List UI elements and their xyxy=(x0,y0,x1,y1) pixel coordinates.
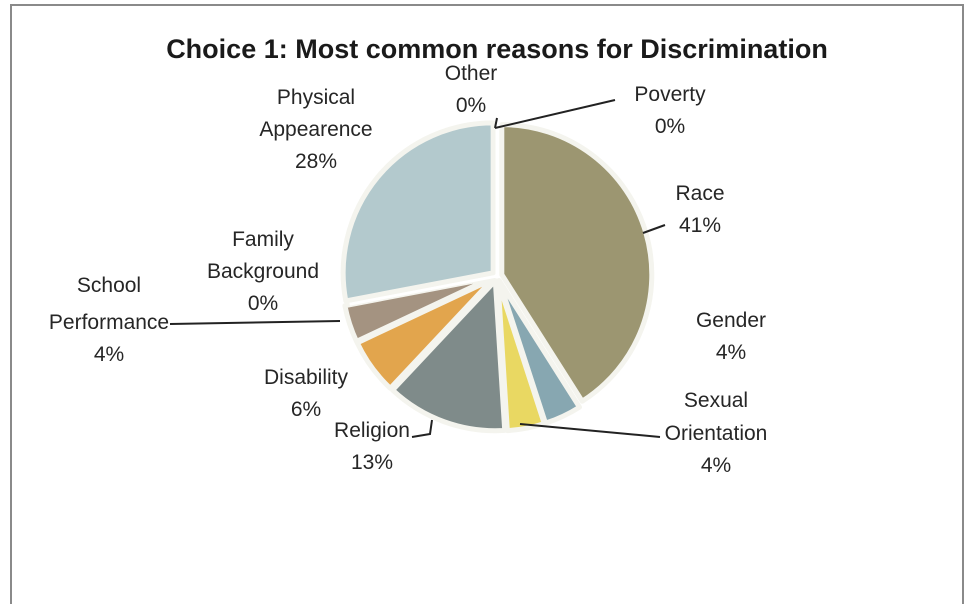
label-gender-value: 4% xyxy=(716,341,746,364)
pie-slice-religion xyxy=(390,278,508,434)
label-family-background-line1: Family xyxy=(232,228,294,251)
pie-slice-family-background xyxy=(349,274,498,306)
label-physical-appearence-value: 28% xyxy=(295,150,337,173)
label-religion-value: 13% xyxy=(351,451,393,474)
label-sexual-orientation-line2: Orientation xyxy=(665,422,768,445)
label-sexual-orientation-value: 4% xyxy=(701,454,731,477)
leader-school-performance xyxy=(169,320,341,325)
leader-religion xyxy=(411,419,433,438)
label-school-performance-line2: Performance xyxy=(49,311,169,334)
label-family-background-line2: Background xyxy=(207,260,319,283)
leader-sexual-orientation xyxy=(519,423,661,438)
label-other-name: Other xyxy=(445,62,498,85)
pie-slice-school-performance xyxy=(342,275,495,344)
label-disability-name: Disability xyxy=(264,366,349,389)
label-religion-name: Religion xyxy=(334,419,410,442)
label-physical-appearence-line2: Appearence xyxy=(259,118,372,141)
pie-slice-physical-appearence xyxy=(340,120,496,304)
label-poverty-name: Poverty xyxy=(634,83,706,106)
leader-race xyxy=(642,224,666,234)
label-poverty-value: 0% xyxy=(655,115,685,138)
label-school-performance-line1: School xyxy=(77,274,141,297)
label-race-value: 41% xyxy=(679,214,721,237)
leader-lines xyxy=(169,99,666,438)
label-gender-name: Gender xyxy=(696,309,766,332)
label-race-name: Race xyxy=(675,182,724,205)
leader-poverty xyxy=(494,99,616,129)
pie-slice-sexual-orientation xyxy=(495,278,547,434)
chart-frame xyxy=(10,4,964,604)
pie-chart: Choice 1: Most common reasons for Discri… xyxy=(49,34,828,477)
label-sexual-orientation-line1: Sexual xyxy=(684,389,748,412)
label-school-performance-value: 4% xyxy=(94,343,124,366)
label-disability-value: 6% xyxy=(291,398,321,421)
label-physical-appearence-line1: Physical xyxy=(277,86,355,109)
leader-other xyxy=(494,117,498,129)
label-family-background-value: 0% xyxy=(248,292,278,315)
chart-title: Choice 1: Most common reasons for Discri… xyxy=(166,34,828,64)
label-other-value: 0% xyxy=(456,94,486,117)
pie-slices xyxy=(340,120,655,434)
